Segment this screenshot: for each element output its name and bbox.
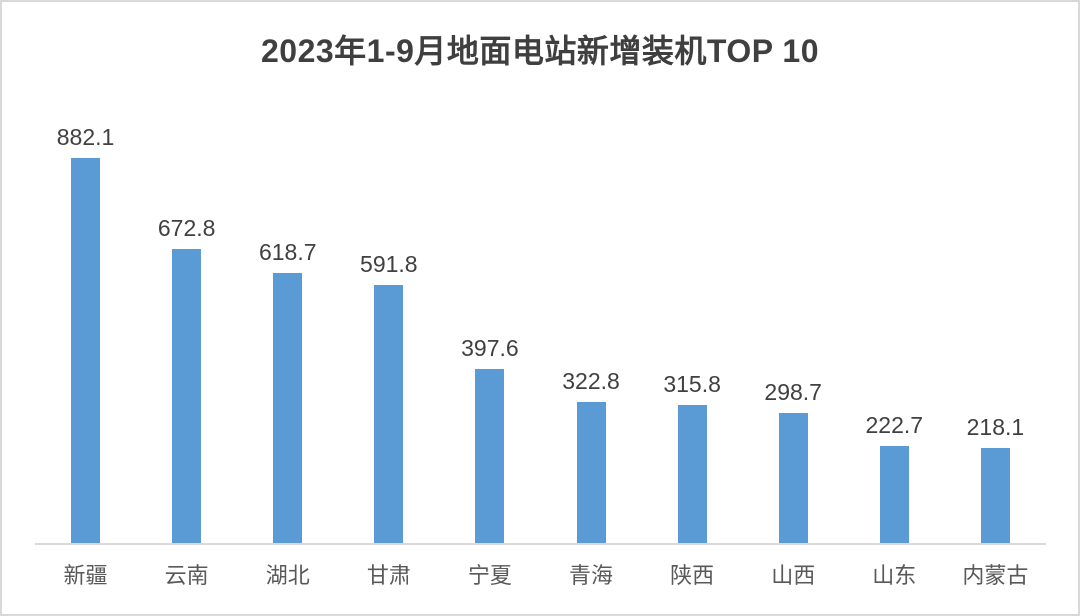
bar-column: 882.1 — [35, 102, 136, 543]
bar-value-label: 315.8 — [663, 371, 721, 397]
x-axis-label: 新疆 — [63, 563, 108, 588]
bar-value-label: 618.7 — [258, 239, 317, 265]
bar-series: 882.1 672.8 618.7 591.8 397.6 322.8 315.8 298.7… — [35, 102, 1046, 543]
chart-title: 2023年1-9月地面电站新增装机TOP 10 — [260, 33, 820, 69]
x-axis-label: 云南 — [164, 563, 209, 588]
bar — [778, 413, 808, 543]
bar-value-label: 322.8 — [562, 368, 620, 394]
bar — [273, 273, 303, 543]
bar-column: 315.8 — [642, 102, 743, 543]
bar-value-label: 591.8 — [360, 251, 418, 277]
x-axis-label: 内蒙古 — [962, 563, 1029, 588]
bar — [475, 369, 505, 543]
x-axis-labels: 新疆 云南 湖北 甘肃 宁夏 青海 陕西 山西 山东 内蒙古 — [35, 558, 1046, 590]
x-axis-label: 山西 — [771, 563, 816, 588]
x-axis-label: 山东 — [872, 563, 917, 588]
bar-value-label: 397.6 — [461, 335, 519, 361]
x-axis-line — [35, 543, 1046, 545]
bar — [980, 448, 1010, 543]
bar-column: 222.7 — [844, 102, 945, 543]
bar-value-label: 882.1 — [56, 124, 115, 150]
plot-area: 882.1 672.8 618.7 591.8 397.6 322.8 315.8 298.7… — [35, 102, 1046, 545]
x-axis-label: 宁夏 — [467, 563, 512, 588]
x-axis-label: 湖北 — [265, 563, 310, 588]
bar-value-label: 222.7 — [865, 412, 924, 438]
bar-column: 591.8 — [338, 102, 439, 543]
bar — [71, 158, 101, 543]
bar-value-label: 298.7 — [764, 379, 822, 405]
bar — [576, 402, 606, 543]
bar — [879, 446, 909, 543]
bar-value-label: 672.8 — [157, 215, 216, 241]
bar-column: 298.7 — [743, 102, 844, 543]
bar-column: 218.1 — [945, 102, 1046, 543]
x-axis-label: 甘肃 — [366, 563, 411, 588]
x-axis-label: 陕西 — [670, 563, 715, 588]
bar — [374, 285, 404, 543]
bar-value-label: 218.1 — [966, 414, 1025, 440]
x-axis-label: 青海 — [569, 563, 614, 588]
bar — [172, 249, 202, 543]
bar-column: 322.8 — [540, 102, 641, 543]
bar — [677, 405, 707, 543]
bar-column: 397.6 — [439, 102, 540, 543]
bar-column: 672.8 — [136, 102, 237, 543]
bar-column: 618.7 — [237, 102, 338, 543]
